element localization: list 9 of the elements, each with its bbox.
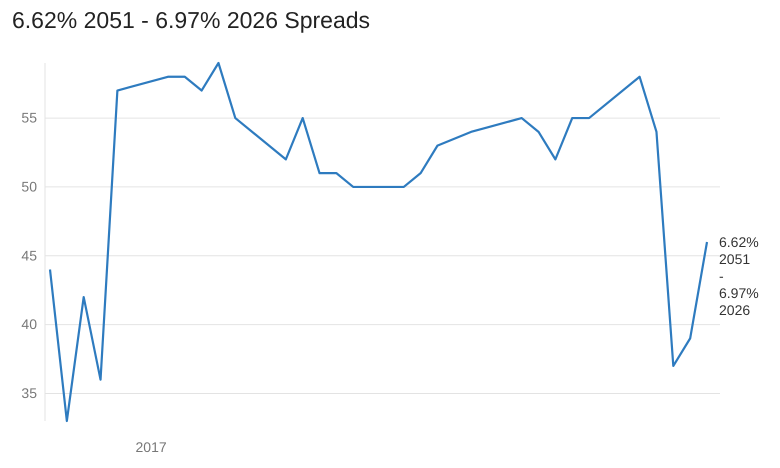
y-tick-label: 45	[21, 247, 38, 264]
x-tick-label: 2017	[136, 438, 167, 455]
series-label: 6.62% 2051 - 6.97% 2026	[719, 234, 759, 318]
y-tick-label: 50	[21, 178, 38, 194]
line-series	[48, 62, 708, 422]
y-tick-label: 55	[21, 110, 38, 126]
y-tick-label: 40	[21, 316, 38, 332]
chart-title: 6.62% 2051 - 6.97% 2026 Spreads	[12, 7, 370, 33]
y-tick-label: 35	[21, 384, 38, 401]
